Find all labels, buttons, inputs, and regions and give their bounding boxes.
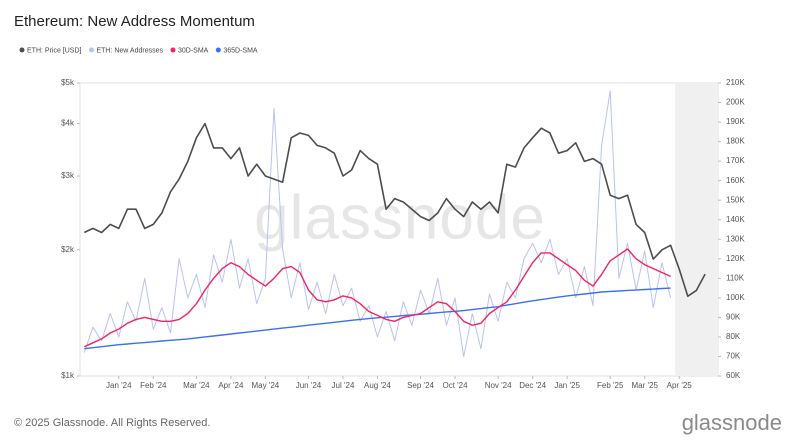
y2-tick-label: 180K: [726, 137, 745, 146]
y2-tick-label: 190K: [726, 117, 745, 126]
y2-tick-label: 160K: [726, 176, 745, 185]
x-tick-label: Feb '25: [597, 381, 624, 390]
y2-tick-label: 210K: [726, 78, 745, 87]
legend-marker: [88, 47, 94, 53]
legend-label: ETH: Price [USD]: [27, 47, 82, 54]
y2-tick-label: 60K: [726, 371, 741, 380]
y-tick-label: $1k: [61, 371, 75, 380]
x-tick-label: Nov '24: [485, 381, 512, 390]
x-tick-label: Aug '24: [364, 381, 391, 390]
legend-label: 30D-SMA: [178, 47, 209, 54]
legend: ETH: Price [USD] ETH: New Addresses 30D-SM…: [19, 47, 258, 54]
series-line: [84, 248, 671, 348]
x-tick-label: May '24: [251, 381, 279, 390]
y-tick-label: $3k: [61, 171, 75, 180]
x-tick-label: Sep '24: [407, 381, 434, 390]
series-line: [83, 122, 706, 297]
x-tick-label: Dec '24: [519, 381, 546, 390]
chart-title: Ethereum: New Address Momentum: [14, 13, 255, 30]
y-tick-label: $2k: [61, 245, 75, 254]
y2-tick-label: 110K: [726, 273, 745, 282]
legend-marker: [19, 47, 25, 53]
y2-tick-label: 150K: [726, 195, 745, 204]
series-line: [84, 287, 671, 350]
x-tick-label: Jan '25: [554, 381, 580, 390]
series-line: [83, 90, 672, 357]
y-tick-label: $4k: [61, 119, 75, 128]
x-tick-label: Jun '24: [296, 381, 322, 390]
logo: glassnode: [682, 410, 782, 435]
y2-tick-label: 70K: [726, 352, 741, 361]
y2-tick-label: 130K: [726, 234, 745, 243]
x-tick-label: Mar '24: [183, 381, 210, 390]
y2-tick-label: 200K: [726, 98, 745, 107]
x-tick-label: Apr '24: [218, 381, 244, 390]
y-tick-label: $5k: [61, 78, 75, 87]
y2-tick-label: 90K: [726, 313, 741, 322]
x-tick-label: Feb '24: [140, 381, 167, 390]
shaded-region: [675, 83, 718, 376]
plot-area: $1k $2k $3k $4k $5k 60K 70K 80K 90K 100K 110K 120K 1…: [61, 78, 745, 390]
y2-tick-label: 140K: [726, 215, 745, 224]
y2-tick-label: 120K: [726, 254, 745, 263]
x-tick-label: Jul '24: [332, 381, 355, 390]
legend-marker: [170, 47, 176, 53]
x-tick-label: Jan '24: [106, 381, 132, 390]
x-tick-label: Apr '25: [667, 381, 693, 390]
watermark: glassnode: [254, 183, 546, 252]
x-tick-label: Mar '25: [631, 381, 658, 390]
legend-label: ETH: New Addresses: [96, 47, 163, 54]
legend-marker: [215, 47, 221, 53]
x-tick-label: Oct '24: [442, 381, 468, 390]
y2-tick-label: 100K: [726, 293, 745, 302]
copyright: © 2025 Glassnode. All Rights Reserved.: [14, 417, 210, 429]
legend-label: 365D-SMA: [223, 47, 258, 54]
y2-tick-label: 80K: [726, 332, 741, 341]
y2-tick-label: 170K: [726, 156, 745, 165]
